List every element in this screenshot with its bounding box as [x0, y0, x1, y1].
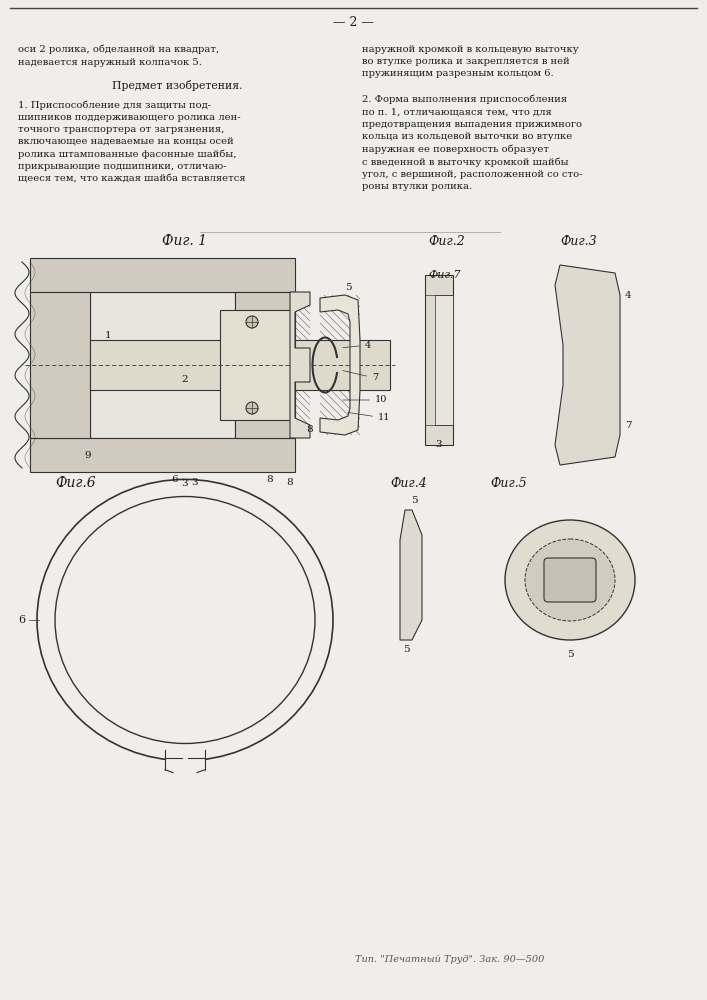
Polygon shape: [400, 510, 422, 640]
Text: Фиг.4: Фиг.4: [390, 477, 427, 490]
Bar: [30, 292, 90, 438]
Polygon shape: [290, 292, 310, 438]
Text: 11: 11: [348, 412, 390, 422]
Circle shape: [246, 402, 258, 414]
Text: 6: 6: [172, 476, 178, 485]
Text: 1. Приспособление для защиты под-
шипников поддерживающего ролика лен-
точного т: 1. Приспособление для защиты под- шипник…: [18, 100, 245, 183]
Bar: [235, 292, 295, 438]
Text: Фиг.5: Фиг.5: [490, 477, 527, 490]
Text: 7: 7: [343, 371, 378, 382]
Text: 4: 4: [625, 290, 631, 300]
Bar: [165, 756, 205, 778]
Bar: [220, 310, 295, 420]
Bar: [90, 340, 390, 390]
Polygon shape: [555, 265, 620, 465]
Text: оси 2 ролика, обделанной на квадрат,
надевается наружный колпачок 5.: оси 2 ролика, обделанной на квадрат, над…: [18, 45, 219, 67]
Text: 2: 2: [182, 375, 188, 384]
Text: 2. Форма выполнения приспособления
по п. 1, отличающаяся тем, что для
предотвращ: 2. Форма выполнения приспособления по п.…: [362, 95, 583, 191]
Text: 3: 3: [182, 479, 188, 488]
Text: Фиг.2: Фиг.2: [428, 235, 464, 248]
Text: Фиг.3: Фиг.3: [560, 235, 597, 248]
Text: — 2 —: — 2 —: [332, 15, 373, 28]
Text: 4: 4: [343, 340, 371, 350]
FancyBboxPatch shape: [544, 558, 596, 602]
Text: 7: 7: [625, 420, 631, 430]
Text: 5: 5: [403, 645, 409, 654]
Ellipse shape: [505, 520, 635, 640]
Text: 8: 8: [286, 478, 293, 487]
Bar: [30, 438, 295, 472]
Text: Фиг.7: Фиг.7: [428, 270, 461, 280]
Circle shape: [246, 316, 258, 328]
Bar: [425, 275, 453, 445]
Polygon shape: [320, 295, 360, 435]
Text: 10: 10: [343, 395, 387, 404]
Text: наружной кромкой в кольцевую выточку
во втулке ролика и закрепляется в ней
пружи: наружной кромкой в кольцевую выточку во …: [362, 45, 578, 78]
Text: Фиг.6: Фиг.6: [55, 476, 95, 490]
Bar: [30, 258, 295, 292]
Text: 1: 1: [105, 330, 111, 340]
Text: 8: 8: [267, 476, 274, 485]
Ellipse shape: [525, 539, 615, 621]
Text: Тип. "Печатный Труд". Зак. 90—500: Тип. "Печатный Труд". Зак. 90—500: [356, 956, 544, 964]
Bar: [435, 295, 453, 425]
Text: 5: 5: [567, 650, 573, 659]
Text: 9: 9: [85, 450, 91, 460]
Text: Предмет изобретения.: Предмет изобретения.: [112, 80, 243, 91]
Text: 6: 6: [18, 615, 25, 625]
Text: 5: 5: [345, 282, 351, 292]
Text: 8: 8: [307, 426, 313, 434]
Text: 3: 3: [436, 440, 443, 449]
Text: 3: 3: [192, 478, 198, 487]
Text: 5: 5: [411, 496, 417, 505]
Bar: [90, 292, 235, 438]
Text: Фиг. 1: Фиг. 1: [163, 234, 207, 248]
